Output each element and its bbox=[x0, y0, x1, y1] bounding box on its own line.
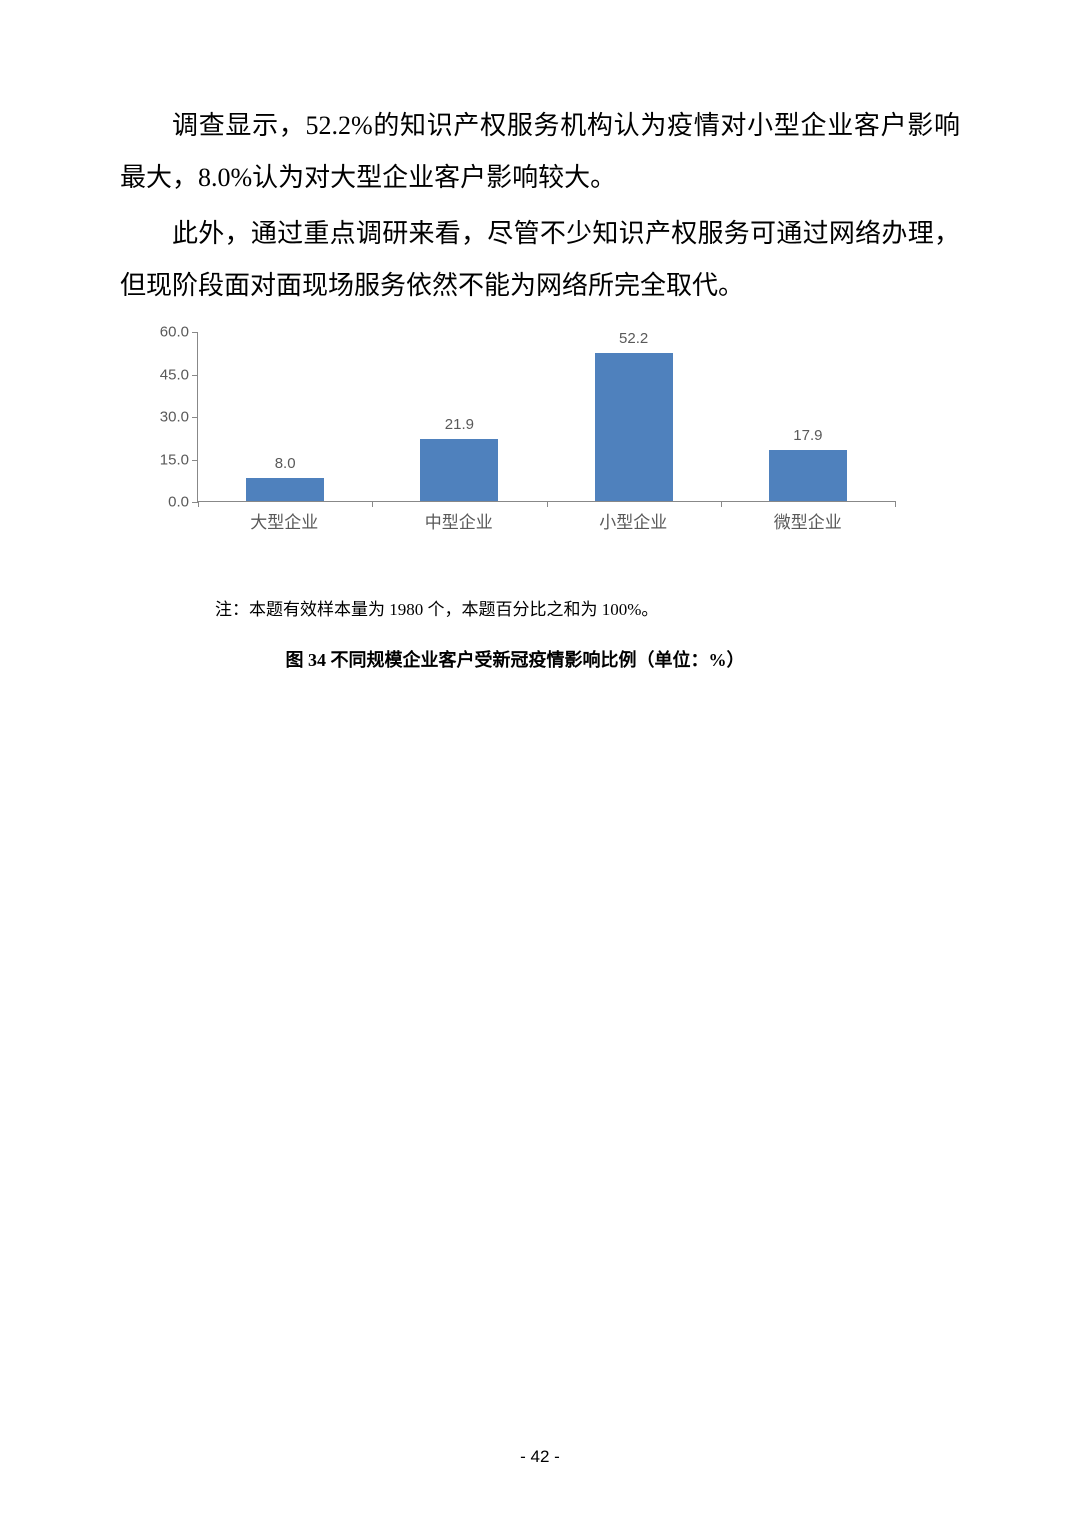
y-tick-label: 60.0 bbox=[160, 324, 189, 341]
y-tick-label: 15.0 bbox=[160, 451, 189, 468]
bar-value-label: 52.2 bbox=[619, 330, 648, 347]
y-tick-label: 30.0 bbox=[160, 409, 189, 426]
x-tickmark bbox=[547, 501, 548, 507]
y-tick-label: 0.0 bbox=[168, 494, 189, 511]
x-category-label: 中型企业 bbox=[372, 508, 547, 533]
bar bbox=[595, 353, 673, 501]
bar bbox=[246, 478, 324, 501]
bar bbox=[420, 439, 498, 501]
x-tickmark bbox=[372, 501, 373, 507]
bar bbox=[769, 450, 847, 501]
y-tick-label: 45.0 bbox=[160, 366, 189, 383]
paragraph-2: 此外，通过重点调研来看，尽管不少知识产权服务可通过网络办理，但现阶段面对面现场服… bbox=[120, 208, 960, 312]
x-category-label: 大型企业 bbox=[197, 508, 372, 533]
paragraph-1: 调查显示，52.2%的知识产权服务机构认为疫情对小型企业客户影响最大，8.0%认… bbox=[120, 100, 960, 204]
bar-value-label: 17.9 bbox=[793, 427, 822, 444]
bar-value-label: 8.0 bbox=[275, 455, 296, 472]
x-category-label: 微型企业 bbox=[721, 508, 896, 533]
x-tickmark bbox=[721, 501, 722, 507]
bar-chart: 60.045.030.015.00.08.021.952.217.9大型企业中型… bbox=[135, 332, 895, 672]
chart-caption: 图 34 不同规模企业客户受新冠疫情影响比例（单位：%） bbox=[135, 646, 895, 672]
chart-note: 注：本题有效样本量为 1980 个，本题百分比之和为 100%。 bbox=[215, 595, 895, 620]
x-tickmark bbox=[198, 501, 199, 507]
page-number: - 42 - bbox=[0, 1447, 1080, 1467]
x-category-label: 小型企业 bbox=[546, 508, 721, 533]
x-tickmark bbox=[895, 501, 896, 507]
bar-value-label: 21.9 bbox=[445, 416, 474, 433]
